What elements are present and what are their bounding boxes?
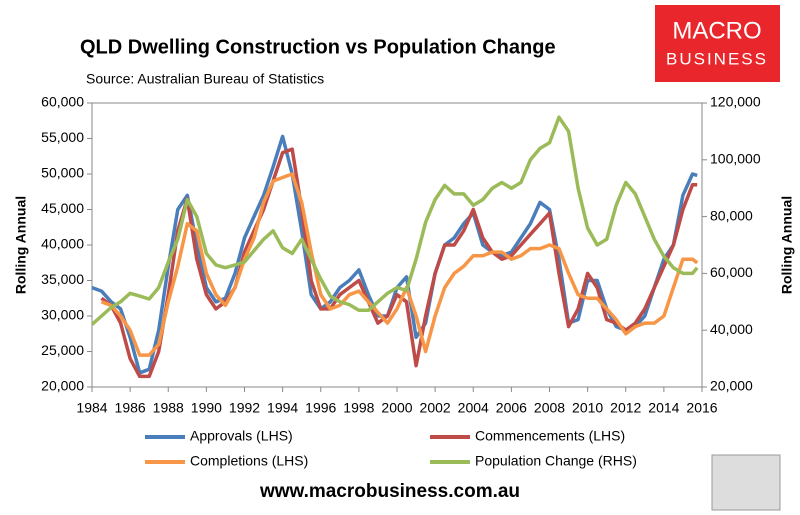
x-tick-label: 1984 [76,400,107,416]
y-axis-label: Rolling Annual [13,196,29,294]
y2-axis-label: Rolling Annual [779,196,795,294]
x-tick-label: 2006 [496,400,527,416]
x-tick-label: 2012 [610,400,641,416]
chart-subtitle: Source: Australian Bureau of Statistics [86,71,324,87]
x-tick-label: 2008 [534,400,565,416]
y-tick-label: 45,000 [41,200,84,216]
legend-label: Population Change (RHS) [475,453,637,469]
x-tick-label: 1988 [153,400,184,416]
y-tick-label: 60,000 [41,94,84,110]
y2-tick-label: 100,000 [710,151,761,167]
logo-box [655,5,780,82]
legend-label: Approvals (LHS) [190,428,293,444]
chart-title: QLD Dwelling Construction vs Population … [80,36,556,58]
y2-tick-label: 120,000 [710,94,761,110]
x-tick-label: 1986 [115,400,146,416]
logo-text: MACRO [672,17,761,44]
y-tick-label: 20,000 [41,378,84,394]
y-tick-label: 40,000 [41,236,84,252]
legend-label: Completions (LHS) [190,453,308,469]
series-line [90,115,699,326]
series-line [100,172,699,357]
x-tick-label: 2002 [420,400,451,416]
y-tick-label: 50,000 [41,165,84,181]
legend-label: Commencements (LHS) [475,428,625,444]
y-tick-label: 55,000 [41,129,84,145]
x-tick-label: 1996 [305,400,336,416]
x-tick-label: 2010 [572,400,603,416]
x-tick-label: 2004 [458,400,489,416]
x-tick-label: 1992 [229,400,260,416]
series-line [100,147,698,379]
logo-text: BUSINESS [666,49,768,68]
x-tick-label: 1998 [343,400,374,416]
x-tick-label: 2014 [648,400,679,416]
x-tick-label: 2016 [686,400,717,416]
y2-tick-label: 80,000 [710,207,753,223]
logo-image [711,454,781,511]
series-line [91,134,698,375]
x-tick-label: 1990 [191,400,222,416]
x-tick-label: 1994 [267,400,298,416]
y-tick-label: 25,000 [41,342,84,358]
y2-tick-label: 60,000 [710,264,753,280]
y-tick-label: 35,000 [41,271,84,287]
y2-tick-label: 20,000 [710,378,753,394]
footer: www.macrobusiness.com.au [259,481,520,502]
x-tick-label: 2000 [381,400,412,416]
y2-tick-label: 40,000 [710,321,753,337]
y-tick-label: 30,000 [41,307,84,323]
